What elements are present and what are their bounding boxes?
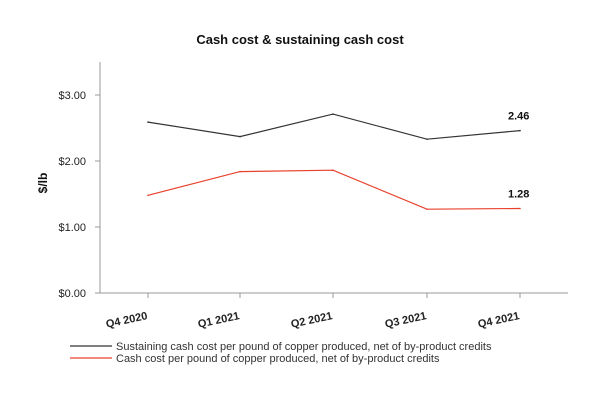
y-tick-label: $3.00 <box>58 90 86 102</box>
y-axis-label: $/lb <box>36 173 50 194</box>
y-tick-label: $1.00 <box>58 222 86 234</box>
data-point <box>332 113 334 115</box>
x-tick-label: Q4 2020 <box>105 310 149 331</box>
x-tick-label: Q4 2021 <box>477 310 521 331</box>
data-point <box>239 170 241 173</box>
data-point <box>519 129 521 132</box>
data-label: 2.46 <box>508 111 529 123</box>
x-tick-label: Q1 2021 <box>197 310 241 331</box>
legend-label: Cash cost per pound of copper produced, … <box>116 353 440 365</box>
data-point <box>426 138 428 140</box>
data-point <box>147 194 149 197</box>
chart-title: Cash cost & sustaining cash cost <box>196 32 404 47</box>
y-tick-label: $0.00 <box>58 288 86 300</box>
y-tick-label: $2.00 <box>58 156 86 168</box>
legend: Sustaining cash cost per pound of copper… <box>70 341 492 365</box>
data-point <box>519 207 521 210</box>
legend-label: Sustaining cash cost per pound of copper… <box>116 341 492 353</box>
series-line-1 <box>147 113 521 140</box>
y-ticks: $0.00 $1.00 $2.00 $3.00 <box>58 90 100 300</box>
data-point <box>147 121 149 123</box>
data-label: 1.28 <box>508 189 529 201</box>
series-line-2 <box>147 169 521 210</box>
series-group: 2.46 1.28 <box>147 111 529 210</box>
data-point <box>239 135 241 138</box>
x-tick-label: Q3 2021 <box>384 310 428 331</box>
data-point <box>426 208 428 210</box>
x-ticks: Q4 2020 Q1 2021 Q2 2021 Q3 2021 Q4 2021 <box>105 293 521 331</box>
data-point <box>332 169 334 171</box>
x-tick-label: Q2 2021 <box>290 310 334 331</box>
